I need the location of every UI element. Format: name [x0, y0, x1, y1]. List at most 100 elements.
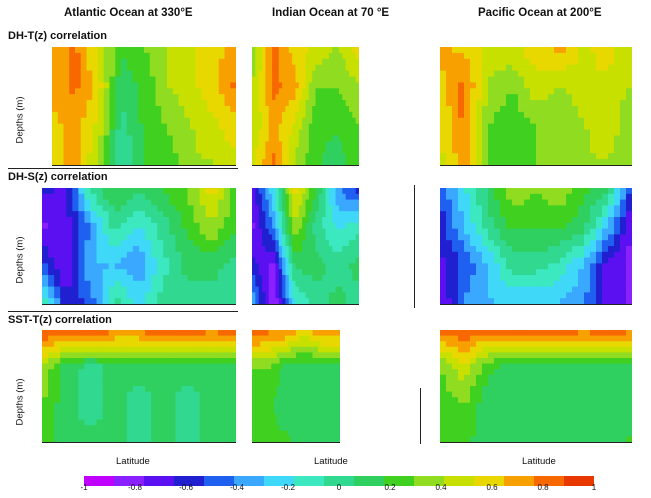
- heatmap-cell: [482, 211, 489, 218]
- heatmap-cell: [608, 106, 615, 113]
- heatmap-cell: [290, 397, 294, 404]
- heatmap-cell: [572, 251, 579, 259]
- heatmap-cell: [126, 251, 134, 259]
- heatmap-cell: [258, 123, 263, 131]
- heatmap-cell: [217, 205, 225, 212]
- heatmap-cell: [554, 205, 561, 212]
- heatmap-cell: [145, 330, 152, 337]
- heatmap-cell: [325, 52, 330, 60]
- heatmap-cell: [288, 246, 293, 253]
- heatmap-cell: [348, 117, 353, 125]
- heatmap-cell: [98, 117, 105, 125]
- heatmap-cell: [258, 286, 263, 293]
- heatmap-cell: [494, 117, 501, 125]
- heatmap-cell: [155, 117, 162, 125]
- heatmap-cell: [338, 199, 343, 206]
- heatmap-cell: [337, 408, 340, 415]
- heatmap-cell: [275, 292, 280, 299]
- heatmap-cell: [305, 199, 310, 206]
- heatmap-cell: [295, 228, 300, 235]
- heatmap-cell: [560, 88, 567, 95]
- heatmap-cell: [229, 330, 236, 337]
- heatmap-cell: [329, 374, 333, 381]
- heatmap-cell: [348, 159, 353, 165]
- heatmap-cell: [348, 269, 353, 276]
- heatmap-cell: [335, 88, 340, 95]
- heatmap-cell: [566, 222, 573, 230]
- heatmap-cell: [262, 94, 266, 101]
- heatmap-cell: [482, 199, 489, 206]
- heatmap-cell: [163, 211, 170, 218]
- heatmap-cell: [584, 82, 591, 89]
- heatmap-cell: [84, 251, 92, 259]
- heatmap-cell: [328, 275, 333, 282]
- heatmap-cell: [69, 111, 76, 119]
- heatmap-cell: [211, 280, 219, 288]
- heatmap-cell: [157, 369, 164, 376]
- heatmap-cell: [102, 397, 110, 404]
- heatmap-cell: [145, 369, 152, 376]
- heatmap-cell: [566, 257, 573, 264]
- heatmap-cell: [578, 275, 585, 282]
- heatmap-cell: [84, 374, 92, 381]
- heatmap-cell: [66, 374, 73, 381]
- heatmap-cell: [482, 123, 489, 131]
- heatmap-cell: [328, 94, 333, 101]
- heatmap-cell: [332, 188, 337, 195]
- heatmap-cell: [308, 123, 313, 131]
- heatmap-cell: [78, 234, 86, 241]
- heatmap-cell: [224, 159, 231, 165]
- heatmap-cell: [157, 414, 164, 421]
- heatmap-cell: [282, 257, 287, 264]
- heatmap-cell: [494, 153, 501, 160]
- heatmap-cell: [304, 363, 308, 370]
- heatmap-cell: [328, 52, 333, 60]
- heatmap-cell: [169, 391, 176, 398]
- heatmap-cell: [322, 228, 327, 235]
- heatmap-cell: [295, 275, 300, 282]
- heatmap-cell: [560, 82, 567, 89]
- heatmap-cell: [252, 335, 256, 342]
- heatmap-cell: [608, 199, 615, 206]
- heatmap-cell: [329, 386, 333, 393]
- heatmap-cell: [302, 188, 307, 195]
- heatmap-cell: [325, 211, 330, 218]
- heatmap-cell: [276, 369, 281, 376]
- heatmap-cell: [178, 94, 185, 101]
- heatmap-cell: [506, 135, 513, 142]
- heatmap-dh-s-indian: [252, 188, 359, 305]
- heatmap-cell: [614, 286, 621, 293]
- heatmap-cell: [223, 199, 231, 206]
- heatmap-cell: [298, 123, 303, 131]
- heatmap-cell: [121, 141, 128, 148]
- heatmap-cell: [96, 188, 104, 195]
- heatmap-cell: [488, 292, 495, 299]
- heatmap-cell: [217, 352, 225, 359]
- heatmap-cell: [309, 386, 314, 393]
- heatmap-cell: [305, 246, 310, 253]
- heatmap-cell: [335, 100, 340, 107]
- heatmap-cell: [345, 188, 350, 195]
- heatmap-cell: [318, 234, 323, 241]
- heatmap-cell: [96, 369, 104, 376]
- heatmap-cell: [458, 82, 465, 89]
- heatmap-cell: [169, 369, 176, 376]
- heatmap-cell: [335, 298, 340, 304]
- heatmap-cell: [305, 64, 310, 72]
- heatmap-cell: [626, 52, 632, 60]
- heatmap-cell: [187, 363, 195, 370]
- heatmap-cell: [126, 363, 134, 370]
- heatmap-cell: [145, 408, 152, 415]
- heatmap-cell: [151, 257, 158, 264]
- heatmap-cell: [54, 369, 61, 376]
- heatmap-cell: [114, 269, 122, 276]
- heatmap-cell: [285, 414, 289, 421]
- heatmap-cell: [224, 76, 231, 83]
- heatmap-cell: [554, 222, 561, 230]
- heatmap-cell: [108, 199, 116, 206]
- heatmap-cell: [312, 380, 316, 387]
- heatmap-cell: [98, 88, 105, 95]
- heatmap-cell: [223, 346, 231, 353]
- heatmap-cell: [602, 228, 609, 235]
- heatmap-cell: [109, 76, 116, 83]
